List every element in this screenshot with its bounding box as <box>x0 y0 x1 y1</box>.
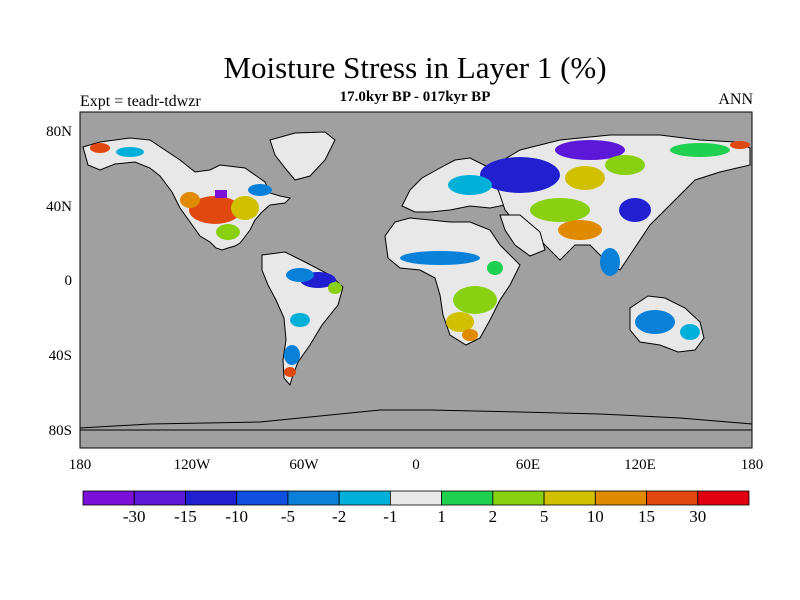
colorbar-box <box>236 490 289 506</box>
colorbar-label: 2 <box>488 507 498 526</box>
colorbar-box <box>543 490 596 506</box>
patch-au-cyan <box>680 324 700 340</box>
y-tick-label: 40N <box>46 199 72 215</box>
patch-na-green <box>216 224 240 240</box>
colorbar-box <box>594 490 647 506</box>
patch-siberia-green <box>670 143 730 157</box>
patch-af-green <box>453 286 497 314</box>
patch-eu-dark-blue <box>480 157 560 193</box>
patch-siberia-red <box>730 141 750 149</box>
colorbar-label: -10 <box>225 507 249 526</box>
colorbar-box <box>338 490 391 506</box>
patch-sa-south-blue <box>284 345 300 365</box>
colorbar-label: 5 <box>539 507 549 526</box>
patch-sa-cyan <box>290 313 310 327</box>
y-tick-label: 40S <box>48 348 72 364</box>
colorbar-box <box>133 490 186 506</box>
africa <box>384 217 521 346</box>
patch-na-blue <box>248 184 272 196</box>
x-tick-label: 60E <box>515 457 541 473</box>
antarctica <box>79 409 753 431</box>
colorbar-box <box>441 490 494 506</box>
patch-sea-blue <box>600 248 620 276</box>
patch-asia-purple <box>555 140 625 160</box>
colorbar-box <box>492 490 545 506</box>
colorbar-box <box>646 490 699 506</box>
patch-na-orange <box>180 192 200 208</box>
subtitle: 17.0kyr BP - 017kyr BP <box>339 89 491 105</box>
patch-af-blue <box>400 251 480 265</box>
season-label: ANN <box>718 91 753 108</box>
x-tick-label: 0 <box>412 457 420 473</box>
colorbar-label: 15 <box>638 507 656 526</box>
y-tick-label: 0 <box>64 273 73 289</box>
colorbar-label: -2 <box>332 507 347 526</box>
experiment-label: Expt = teadr-tdwzr <box>80 93 201 110</box>
x-tick-label: 120W <box>173 457 211 473</box>
patch-au-blue <box>635 310 675 334</box>
patch-na-warm <box>189 196 241 224</box>
greenland <box>269 131 336 181</box>
x-tick-label: 180 <box>740 457 764 473</box>
patch-na-yellow <box>231 196 259 220</box>
colorbar-label: 10 <box>586 507 604 526</box>
y-tick-label: 80N <box>46 124 72 140</box>
patch-alaska-cyan <box>116 147 144 157</box>
patch-asia-orange <box>558 220 602 240</box>
colorbar-label: 1 <box>437 507 446 526</box>
colorbar-label: -1 <box>383 507 398 526</box>
page-title: Moisture Stress in Layer 1 (%) <box>223 50 607 85</box>
colorbar-box <box>82 490 135 506</box>
patch-eu-cyan <box>448 175 492 195</box>
arabia <box>499 214 546 257</box>
patch-asia-central-green <box>530 198 590 222</box>
patch-na-purple <box>215 190 227 198</box>
patch-sa-green <box>328 282 342 294</box>
colorbar-label: 30 <box>689 507 707 526</box>
colorbar-box <box>185 490 238 506</box>
colorbar-box <box>287 490 340 506</box>
patch-asia-yellow <box>565 166 605 190</box>
patch-sa-red <box>284 367 296 377</box>
colorbar <box>82 490 750 506</box>
patch-af-orange <box>462 329 478 341</box>
patch-af-emerald <box>487 261 503 275</box>
patch-sa-blue <box>286 268 314 282</box>
colorbar-box <box>389 490 443 506</box>
colorbar-label: -30 <box>122 507 146 526</box>
patch-asia-east-blue <box>619 198 651 222</box>
patch-alaska-red <box>90 143 110 153</box>
anomaly-patches <box>90 140 750 377</box>
patch-asia-green <box>605 155 645 175</box>
x-tick-label: 120E <box>624 457 656 473</box>
x-tick-label: 180 <box>68 457 92 473</box>
y-tick-label: 80S <box>48 423 72 439</box>
colorbar-label: -5 <box>280 507 295 526</box>
x-tick-label: 60W <box>289 457 319 473</box>
patch-af-yellow <box>446 312 474 332</box>
colorbar-box <box>697 490 750 506</box>
colorbar-label: -15 <box>174 507 197 526</box>
